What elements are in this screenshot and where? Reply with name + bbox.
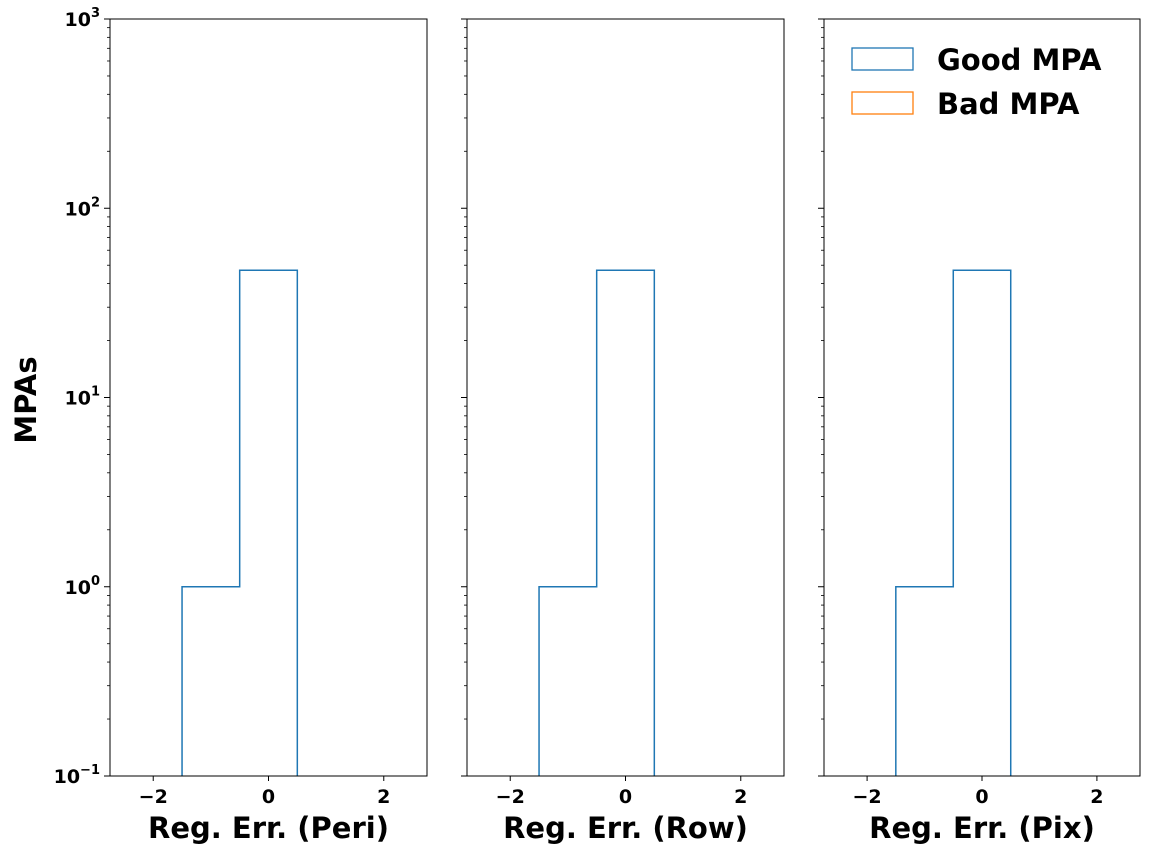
y-tick-label: 10−1 (54, 763, 100, 788)
x-tick-label: 0 (619, 786, 632, 808)
legend-label-good-mpa: Good MPA (937, 43, 1102, 77)
x-tick-label: −2 (139, 786, 168, 808)
panels: −2 0 2 Reg. Err. (Peri) 10−1 100 101 102 103 −2 0 2… (54, 6, 1141, 845)
x-tick-label: 0 (975, 786, 988, 808)
x-axis-title: Reg. Err. (Peri) (148, 811, 389, 845)
plot-frame (466, 18, 785, 777)
y-axis-title: MPAs (9, 356, 43, 443)
x-tick-label: −2 (853, 786, 882, 808)
y-tick-label: 103 (65, 6, 101, 31)
x-tick-label: 2 (1090, 786, 1103, 808)
x-axis-title: Reg. Err. (Pix) (869, 811, 1095, 845)
plot-frame (823, 18, 1141, 777)
x-axis-title: Reg. Err. (Row) (503, 811, 748, 845)
legend-swatch-good-mpa (851, 47, 914, 71)
histogram-series-good-mpa (538, 269, 656, 776)
panel-3: −2 0 2 Reg. Err. (Pix) (818, 18, 1141, 845)
plot-frame (109, 18, 428, 777)
legend-swatch-bad-mpa (851, 91, 914, 115)
x-tick-label: 2 (377, 786, 390, 808)
x-tick-label: 2 (734, 786, 747, 808)
legend-label-bad-mpa: Bad MPA (937, 87, 1080, 121)
legend: Good MPA Bad MPA (851, 43, 1102, 121)
x-tick-label: 0 (262, 786, 275, 808)
panel-2: −2 0 2 Reg. Err. (Row) (461, 18, 785, 845)
y-tick-label: 100 (65, 574, 101, 599)
histogram-series-good-mpa (895, 269, 1012, 776)
histogram-series-good-mpa (181, 269, 299, 776)
x-tick-label: −2 (496, 786, 525, 808)
panel-1: −2 0 2 Reg. Err. (Peri) 10−1 100 101 102 103 (54, 6, 428, 845)
y-tick-label: 101 (65, 385, 101, 410)
y-tick-label: 102 (65, 195, 101, 220)
